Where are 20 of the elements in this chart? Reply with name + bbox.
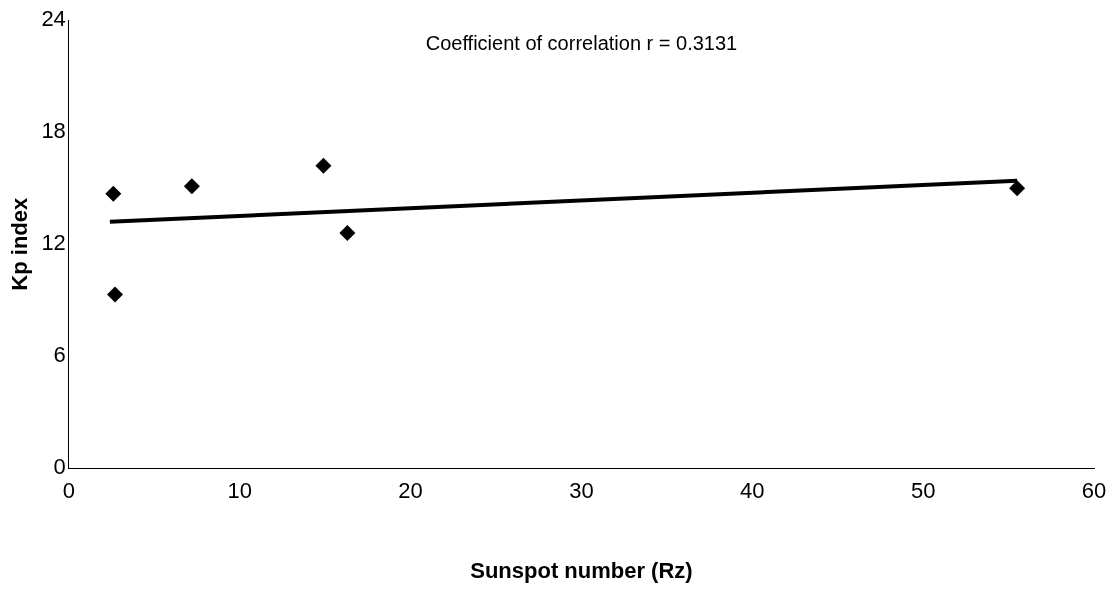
y-axis-title: Kp index xyxy=(7,196,33,291)
annotation: Coefficient of correlation r = 0.3131 xyxy=(425,31,738,54)
x-tick-label: 60 xyxy=(1081,478,1107,504)
y-tick-label: 12 xyxy=(41,230,66,256)
x-tick-label: 10 xyxy=(227,478,252,504)
y-tick-label: 18 xyxy=(41,118,66,144)
point xyxy=(107,286,123,303)
y-tick-label: 24 xyxy=(41,6,66,32)
x-tick-label: 30 xyxy=(569,478,594,504)
x-tick-label: 20 xyxy=(398,478,423,504)
point xyxy=(315,157,332,174)
point xyxy=(339,225,356,241)
point xyxy=(1009,180,1026,197)
x-axis-title: Sunspot number (Rz) xyxy=(470,557,693,583)
point xyxy=(183,178,200,195)
y-tick-label: 0 xyxy=(53,454,66,480)
point xyxy=(105,185,122,202)
x-tick-label: 50 xyxy=(910,478,936,504)
x-tick-label: 40 xyxy=(740,478,765,504)
y-tick-label: 6 xyxy=(53,342,66,368)
